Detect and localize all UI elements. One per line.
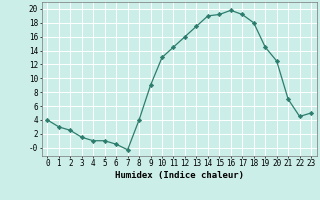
X-axis label: Humidex (Indice chaleur): Humidex (Indice chaleur) — [115, 171, 244, 180]
